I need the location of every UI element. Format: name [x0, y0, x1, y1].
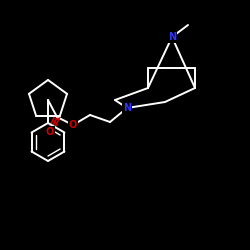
Text: O: O — [46, 127, 54, 137]
Text: N: N — [168, 32, 176, 42]
Text: O: O — [69, 120, 77, 130]
Text: N: N — [123, 103, 131, 113]
